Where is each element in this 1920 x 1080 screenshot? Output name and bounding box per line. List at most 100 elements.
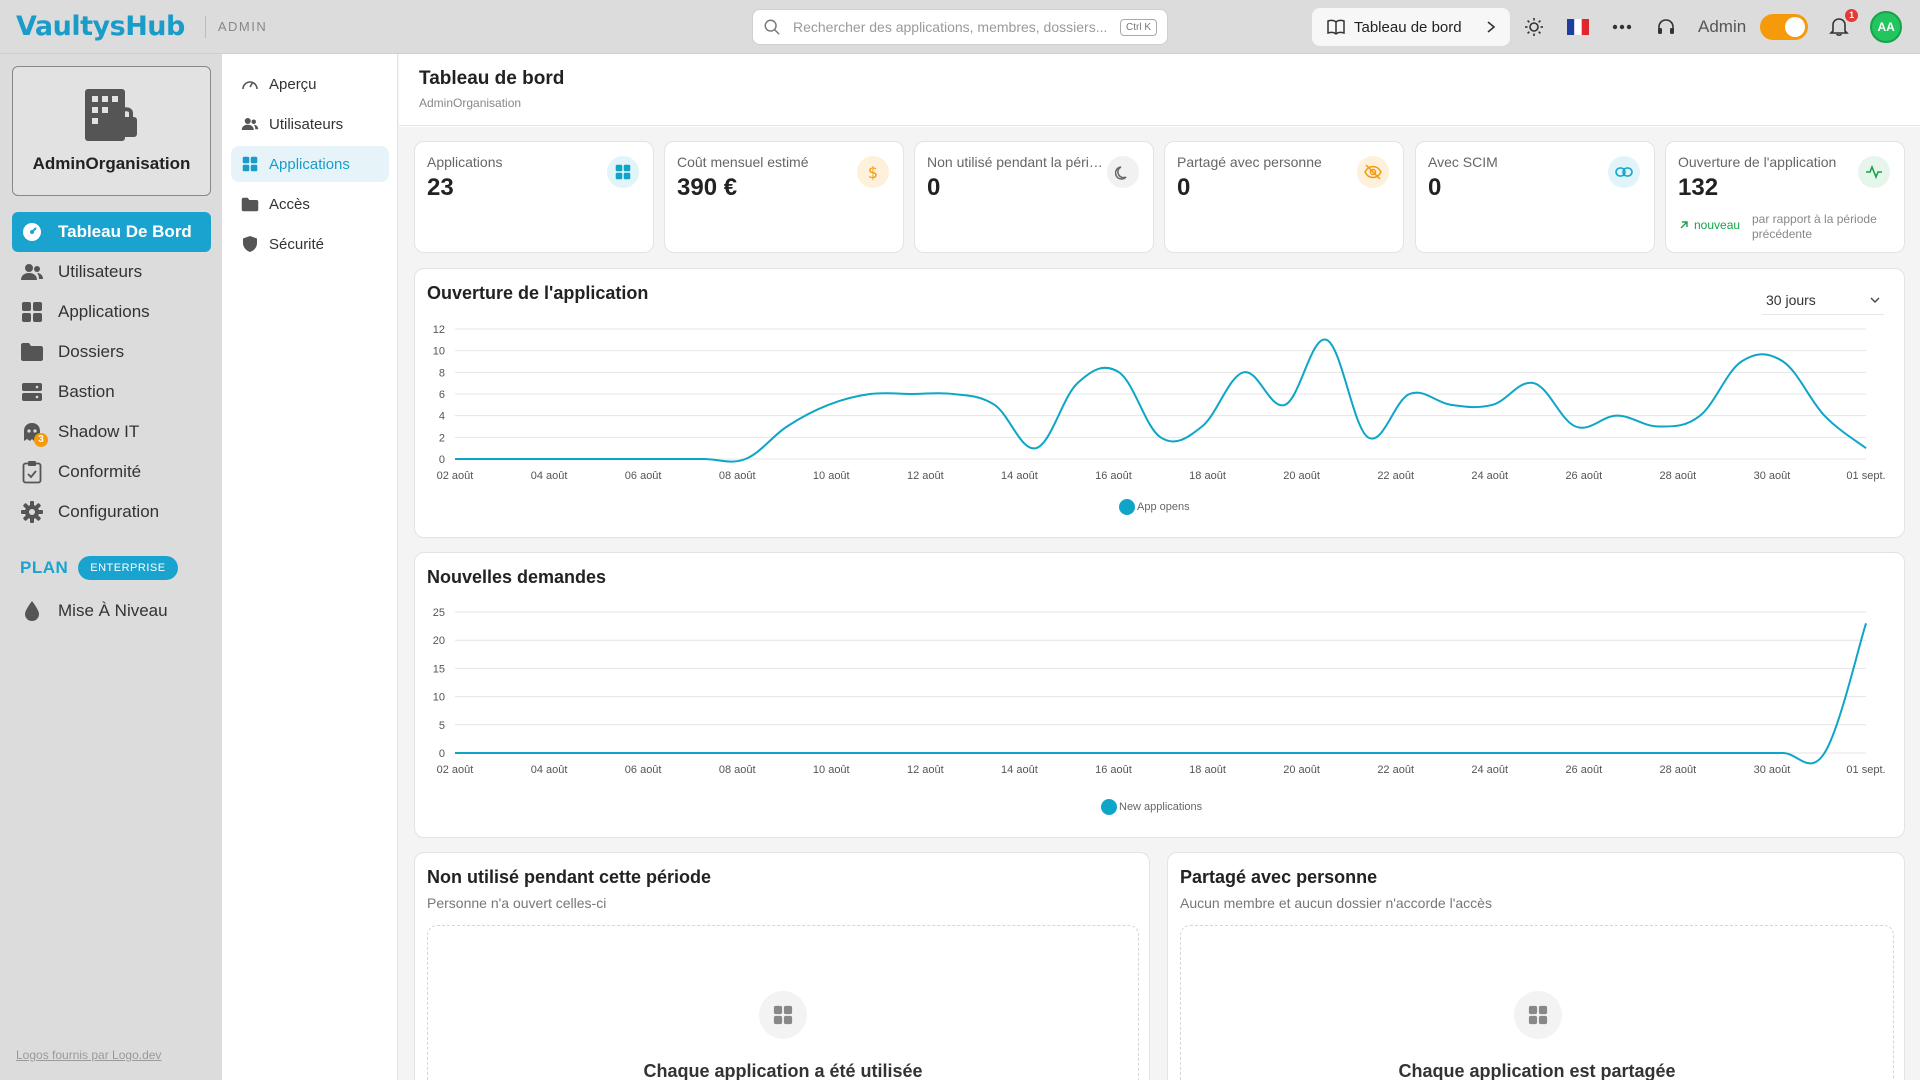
chart-legend[interactable]: App opens [1119, 499, 1190, 515]
organization-name: AdminOrganisation [32, 154, 191, 173]
sidebar-item-compliance[interactable]: Conformité [12, 452, 211, 492]
x-tick-label: 08 août [719, 470, 756, 482]
x-tick-label: 12 août [907, 764, 944, 776]
tab-overview[interactable]: Aperçu [231, 66, 389, 102]
moon-icon [1107, 156, 1139, 188]
tab-label: Accès [269, 195, 310, 213]
search-bar[interactable]: Ctrl K [752, 9, 1168, 45]
gear-icon [20, 500, 44, 524]
card-subtitle: Aucun membre et aucun dossier n'accorde … [1180, 895, 1492, 911]
unused-apps-card: Non utilisé pendant cette période Person… [414, 852, 1150, 1080]
support-icon[interactable] [1654, 15, 1678, 39]
x-tick-label: 10 août [813, 470, 850, 482]
top-bar: VH VaultysHub ADMIN Ctrl K Tableau de bo… [0, 0, 1920, 54]
x-tick-label: 26 août [1565, 470, 1602, 482]
more-icon[interactable] [1610, 15, 1634, 39]
shadow-it-badge: 3 [34, 433, 48, 447]
page-header: Tableau de bord AdminOrganisation [399, 54, 1920, 126]
chart-title: Ouverture de l'application [427, 283, 649, 303]
sidebar-item-applications[interactable]: Applications [12, 292, 211, 332]
sidebar-item-folders[interactable]: Dossiers [12, 332, 211, 372]
page-title: Tableau de bord [419, 68, 565, 89]
sidebar-item-bastion[interactable]: Bastion [12, 372, 211, 412]
y-tick-label: 2 [439, 432, 445, 444]
range-select[interactable]: 30 jours [1762, 285, 1884, 315]
sidebar: AdminOrganisation Tableau De Bord Utilis… [0, 54, 222, 1080]
kpi-card-scim[interactable]: Avec SCIM 0 [1415, 141, 1655, 253]
x-tick-label: 04 août [531, 764, 568, 776]
y-tick-label: 4 [439, 411, 445, 423]
breadcrumb-label: Tableau de bord [1354, 18, 1462, 36]
kpi-value: 390 € [677, 174, 738, 201]
sidebar-item-label: Applications [58, 302, 150, 321]
sidebar-item-users[interactable]: Utilisateurs [12, 252, 211, 292]
y-tick-label: 20 [433, 635, 445, 647]
apps-icon [20, 300, 44, 324]
notification-count-badge: 1 [1845, 9, 1859, 22]
kpi-trend: nouveau [1678, 218, 1740, 232]
notifications-button[interactable]: 1 [1828, 9, 1859, 39]
kpi-card-applications[interactable]: Applications 23 [414, 141, 654, 253]
activity-icon [1858, 156, 1890, 188]
tab-users[interactable]: Utilisateurs [231, 106, 389, 142]
kpi-card-unshared[interactable]: Partagé avec personne 0 [1164, 141, 1404, 253]
chart-legend[interactable]: New applications [1101, 799, 1202, 815]
new-requests-chart: 0 5 10 15 20 25 02 août 04 août 06 août 08 août 10… [433, 607, 1886, 776]
x-tick-label: 30 août [1754, 470, 1791, 482]
users-icon [241, 115, 259, 133]
y-tick-label: 10 [433, 692, 445, 704]
folder-icon [241, 195, 259, 213]
kpi-title: Non utilisé pendant la période [927, 154, 1107, 170]
x-tick-label: 08 août [719, 764, 756, 776]
admin-mode-toggle[interactable] [1760, 14, 1809, 40]
logos-credit-link[interactable]: Logos fournis par Logo.dev [16, 1048, 162, 1062]
eye-off-icon [1357, 156, 1389, 188]
sidebar-item-configuration[interactable]: Configuration [12, 492, 211, 532]
kpi-value: 0 [1428, 174, 1442, 201]
link-icon [1608, 156, 1640, 188]
search-input[interactable] [793, 19, 1120, 35]
avatar[interactable]: AA [1870, 11, 1903, 43]
apps-icon [759, 991, 807, 1039]
empty-state: Chaque application a été utilisée [427, 925, 1139, 1080]
tab-security[interactable]: Sécurité [231, 226, 389, 262]
kpi-card-monthly-cost[interactable]: Coût mensuel estimé 390 € $ [664, 141, 904, 253]
brand-name: VaultysHub [16, 11, 185, 42]
kpi-title: Partagé avec personne [1177, 154, 1322, 170]
svg-text:$: $ [868, 163, 878, 181]
x-tick-label: 28 août [1660, 470, 1697, 482]
breadcrumb-button[interactable]: Tableau de bord [1312, 8, 1510, 46]
sidebar-item-label: Configuration [58, 502, 160, 521]
sidebar-item-label: Bastion [58, 382, 115, 401]
upgrade-button[interactable]: Mise À Niveau [12, 591, 211, 631]
sidebar-item-shadow-it[interactable]: 3 Shadow IT [12, 412, 211, 452]
tab-applications[interactable]: Applications [231, 146, 389, 182]
x-tick-label: 01 sept. [1846, 470, 1885, 482]
plan-row: PLAN ENTERPRISE [20, 556, 178, 580]
book-icon [1327, 19, 1345, 36]
server-icon [20, 380, 44, 404]
tab-label: Applications [269, 155, 350, 173]
apps-icon [1514, 991, 1562, 1039]
sidebar-item-dashboard[interactable]: Tableau De Bord [12, 212, 211, 252]
organization-card[interactable]: AdminOrganisation [12, 66, 211, 196]
x-tick-label: 18 août [1189, 470, 1226, 482]
folder-icon [20, 340, 44, 364]
kpi-card-app-opens[interactable]: Ouverture de l'application 132 nouveau p… [1665, 141, 1905, 253]
clipboard-icon [20, 460, 44, 484]
y-tick-label: 10 [433, 346, 445, 358]
kpi-title: Avec SCIM [1428, 154, 1498, 170]
kpi-card-unused[interactable]: Non utilisé pendant la période 0 [914, 141, 1154, 253]
legend-label: New applications [1119, 801, 1203, 813]
x-tick-label: 30 août [1754, 764, 1791, 776]
kpi-value: 0 [927, 174, 941, 201]
sun-icon[interactable] [1522, 15, 1546, 39]
chart-title: Nouvelles demandes [427, 567, 607, 587]
plan-badge: ENTERPRISE [78, 556, 178, 580]
france-flag-icon[interactable] [1566, 15, 1590, 39]
brand[interactable]: VH VaultysHub ADMIN [14, 9, 266, 45]
tab-access[interactable]: Accès [231, 186, 389, 222]
series-line [455, 622, 1867, 765]
x-tick-label: 16 août [1095, 764, 1132, 776]
kpi-value: 132 [1678, 174, 1719, 201]
